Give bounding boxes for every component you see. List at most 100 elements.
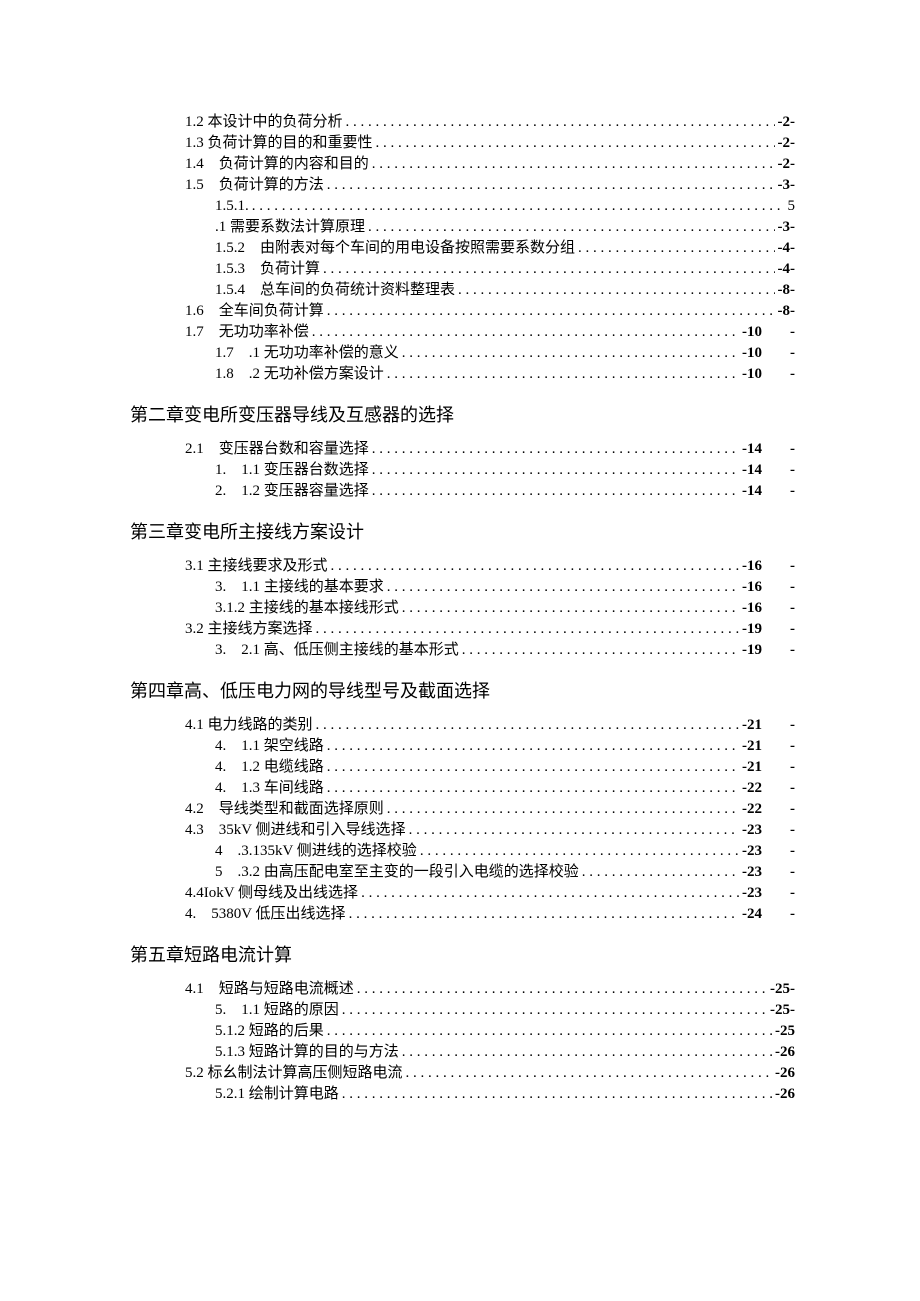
chapter-heading: 第四章高、低压电力网的导线型号及截面选择 bbox=[130, 682, 795, 700]
toc-label: 3.2 主接线方案选择 bbox=[185, 622, 313, 637]
toc-label: 5. 1.1 短路的原因 bbox=[215, 1003, 339, 1018]
toc-label: 1.3 负荷计算的目的和重要性 bbox=[185, 136, 373, 151]
toc-label: 4.3 35kV 侧进线和引入导线选择 bbox=[185, 823, 406, 838]
toc-leader-dots bbox=[402, 1045, 772, 1060]
toc-page-number: -23 bbox=[742, 886, 762, 901]
toc-label: 1.7 .1 无功功率补偿的意义 bbox=[215, 346, 399, 361]
toc-leader-dots bbox=[372, 484, 739, 499]
toc-leader-dots bbox=[342, 1003, 767, 1018]
toc-label: 1.6 全车间负荷计算 bbox=[185, 304, 324, 319]
toc-dash: - bbox=[790, 907, 795, 922]
toc-label: 4.4IokV 侧母线及出线选择 bbox=[185, 886, 358, 901]
toc-dash: - bbox=[790, 580, 795, 595]
toc-leader-dots bbox=[331, 559, 739, 574]
toc-entry: 3.1.2 主接线的基本接线形式-16- bbox=[215, 601, 795, 616]
toc-label: 4. 1.3 车间线路 bbox=[215, 781, 324, 796]
toc-page-number: -14 bbox=[742, 484, 762, 499]
toc-leader-dots bbox=[368, 220, 774, 235]
toc-label: 5.1.3 短路计算的目的与方法 bbox=[215, 1045, 399, 1060]
toc-label: 3.1 主接线要求及形式 bbox=[185, 559, 328, 574]
toc-label: 1.5 负荷计算的方法 bbox=[185, 178, 324, 193]
toc-label: 1.5.4 总车间的负荷统计资料整理表 bbox=[215, 283, 455, 298]
toc-leader-dots bbox=[409, 823, 739, 838]
toc-entry: 1.8 .2 无功补偿方案设计 -10 - bbox=[215, 367, 795, 382]
toc-page-number: -2- bbox=[778, 136, 796, 151]
toc-label: 1.5.1. bbox=[215, 199, 249, 214]
toc-leader-dots bbox=[372, 463, 739, 478]
toc-page-number: -4- bbox=[778, 241, 796, 256]
toc-page-number: -21 bbox=[742, 760, 762, 775]
toc-entry: 1.3 负荷计算的目的和重要性 -2- bbox=[185, 136, 795, 151]
toc-label: 5.2 标幺制法计算高压侧短路电流 bbox=[185, 1066, 403, 1081]
toc-entry: 4. 1.2 电缆线路-21- bbox=[215, 760, 795, 775]
toc-dash: - bbox=[790, 601, 795, 616]
toc-entry: 1.2 本设计中的负荷分析-2- bbox=[185, 115, 795, 130]
toc-entry: 4. 1.3 车间线路-22- bbox=[215, 781, 795, 796]
toc-entry: 1.5.2 由附表对每个车间的用电设备按照需要系数分组 -4- bbox=[215, 241, 795, 256]
toc-entry: 1.7 .1 无功功率补偿的意义-10- bbox=[215, 346, 795, 361]
toc-page-number: -4- bbox=[778, 262, 796, 277]
toc-entry: 1.5 负荷计算的方法-3- bbox=[185, 178, 795, 193]
toc-entry: 3. 1.1 主接线的基本要求-16- bbox=[215, 580, 795, 595]
toc-entry: 4.1 短路与短路电流概述-25- bbox=[185, 982, 795, 997]
toc-page-number: -21 bbox=[742, 718, 762, 733]
toc-leader-dots bbox=[349, 907, 739, 922]
toc-page-number: -19 bbox=[742, 643, 762, 658]
toc-entry: 5.1.3 短路计算的目的与方法 -26 bbox=[215, 1045, 795, 1060]
toc-label: 4. 5380V 低压出线选择 bbox=[185, 907, 346, 922]
toc-dash: - bbox=[790, 886, 795, 901]
toc-page-number: -8- bbox=[778, 283, 796, 298]
toc-leader-dots bbox=[420, 844, 739, 859]
toc-dash: - bbox=[790, 844, 795, 859]
toc-entry: 4.2 导线类型和截面选择原则-22- bbox=[185, 802, 795, 817]
toc-leader-dots bbox=[406, 1066, 772, 1081]
toc-entry: 3. 2.1 高、低压侧主接线的基本形式-19- bbox=[215, 643, 795, 658]
toc-page-number: -25- bbox=[770, 1003, 795, 1018]
toc-leader-dots bbox=[372, 442, 739, 457]
toc-page-number: -26 bbox=[775, 1045, 795, 1060]
toc-entry: 2.1 变压器台数和容量选择-14- bbox=[185, 442, 795, 457]
toc-dash: - bbox=[790, 367, 795, 382]
toc-page-number: -10 bbox=[742, 367, 762, 382]
toc-entry: 1.7 无功功率补偿-10- bbox=[185, 325, 795, 340]
toc-page-number: -8- bbox=[778, 304, 796, 319]
toc-dash: - bbox=[790, 781, 795, 796]
toc-dash: - bbox=[790, 346, 795, 361]
toc-dash: - bbox=[790, 718, 795, 733]
toc-entry: 1.5.4 总车间的负荷统计资料整理表 -8- bbox=[215, 283, 795, 298]
toc-page-number: -16 bbox=[742, 559, 762, 574]
toc-label: 1.7 无功功率补偿 bbox=[185, 325, 309, 340]
toc-entry: 4. 5380V 低压出线选择-24- bbox=[185, 907, 795, 922]
toc-dash: - bbox=[790, 622, 795, 637]
toc-dash: - bbox=[790, 484, 795, 499]
toc-dash: - bbox=[790, 865, 795, 880]
toc-page-number: -26 bbox=[775, 1087, 795, 1102]
toc-page-number: -3- bbox=[778, 220, 796, 235]
toc-entry: 4.1 电力线路的类别 -21 - bbox=[185, 718, 795, 733]
toc-leader-dots bbox=[327, 178, 775, 193]
toc-leader-dots bbox=[316, 622, 739, 637]
toc-leader-dots bbox=[582, 865, 739, 880]
toc-entry: 1.4 负荷计算的内容和目的-2- bbox=[185, 157, 795, 172]
toc-leader-dots bbox=[402, 346, 739, 361]
toc-leader-dots bbox=[316, 718, 739, 733]
toc-entry: 1. 1.1 变压器台数选择-14- bbox=[215, 463, 795, 478]
toc-label: 1.8 .2 无功补偿方案设计 bbox=[215, 367, 384, 382]
toc-entry: 5.2 标幺制法计算高压侧短路电流-26 bbox=[185, 1066, 795, 1081]
toc-page-number: -2- bbox=[778, 157, 796, 172]
toc-label: 1.5.2 由附表对每个车间的用电设备按照需要系数分组 bbox=[215, 241, 575, 256]
toc-page-number: -23 bbox=[742, 865, 762, 880]
toc-page-number: -14 bbox=[742, 463, 762, 478]
toc-label: 4. 1.1 架空线路 bbox=[215, 739, 324, 754]
toc-entry: 1.6 全车间负荷计算 -8- bbox=[185, 304, 795, 319]
toc-dash: - bbox=[790, 643, 795, 658]
toc-page-number: -25- bbox=[770, 982, 795, 997]
toc-page-number: -25 bbox=[775, 1024, 795, 1039]
toc-label: 4.2 导线类型和截面选择原则 bbox=[185, 802, 384, 817]
toc-leader-dots bbox=[312, 325, 739, 340]
toc-label: .1 需要系数法计算原理 bbox=[215, 220, 365, 235]
toc-dash: - bbox=[790, 760, 795, 775]
toc-label: 3.1.2 主接线的基本接线形式 bbox=[215, 601, 399, 616]
toc-entry: 3.1 主接线要求及形式-16- bbox=[185, 559, 795, 574]
toc-label: 4.1 电力线路的类别 bbox=[185, 718, 313, 733]
